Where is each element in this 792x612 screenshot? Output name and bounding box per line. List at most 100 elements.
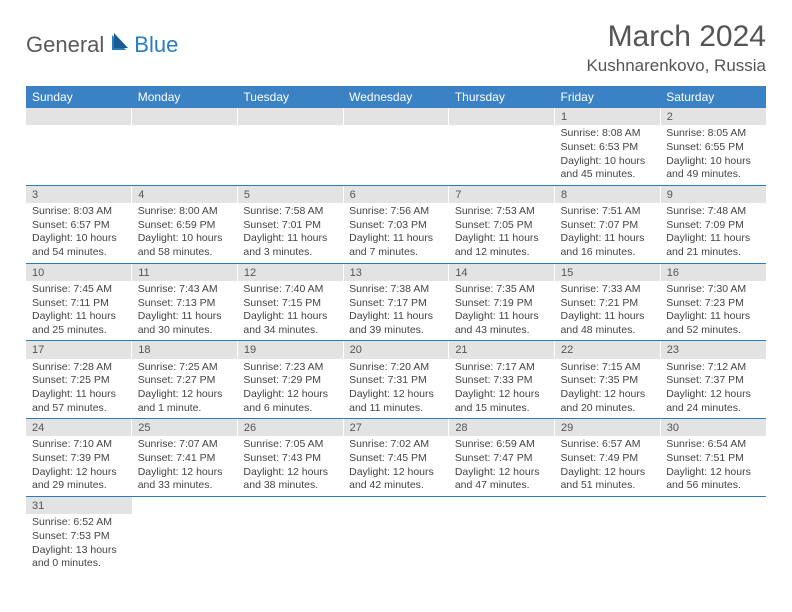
day-cell: Sunrise: 7:33 AMSunset: 7:21 PMDaylight:…	[555, 281, 661, 341]
day-number: 27	[343, 419, 449, 437]
sunset-text: Sunset: 7:05 PM	[455, 219, 549, 233]
sunrise-text: Sunrise: 8:03 AM	[32, 205, 126, 219]
sunset-text: Sunset: 7:09 PM	[666, 219, 760, 233]
sunset-text: Sunset: 7:45 PM	[349, 452, 443, 466]
day-number: 19	[237, 341, 343, 359]
day-number: 23	[660, 341, 766, 359]
sunset-text: Sunset: 6:57 PM	[32, 219, 126, 233]
daylight-text: Daylight: 12 hours and 6 minutes.	[243, 388, 337, 415]
day-cell: Sunrise: 7:05 AMSunset: 7:43 PMDaylight:…	[237, 436, 343, 496]
sunrise-text: Sunrise: 7:10 AM	[32, 438, 126, 452]
day-number	[237, 496, 343, 514]
day-cell: Sunrise: 7:12 AMSunset: 7:37 PMDaylight:…	[660, 359, 766, 419]
sunrise-text: Sunrise: 7:28 AM	[32, 361, 126, 375]
day-number-row: 3456789	[26, 185, 766, 203]
sunrise-text: Sunrise: 7:45 AM	[32, 283, 126, 297]
month-title: March 2024	[586, 20, 766, 54]
day-number-row: 17181920212223	[26, 341, 766, 359]
sunrise-text: Sunrise: 7:15 AM	[561, 361, 655, 375]
day-number: 7	[449, 185, 555, 203]
daylight-text: Daylight: 10 hours and 45 minutes.	[561, 155, 655, 182]
day-number: 30	[660, 419, 766, 437]
daylight-text: Daylight: 12 hours and 38 minutes.	[243, 466, 337, 493]
day-number-row: 24252627282930	[26, 419, 766, 437]
day-cell: Sunrise: 7:15 AMSunset: 7:35 PMDaylight:…	[555, 359, 661, 419]
daylight-text: Daylight: 12 hours and 1 minute.	[138, 388, 232, 415]
day-cell	[660, 514, 766, 574]
daylight-text: Daylight: 12 hours and 42 minutes.	[349, 466, 443, 493]
day-cell: Sunrise: 6:52 AMSunset: 7:53 PMDaylight:…	[26, 514, 132, 574]
day-number-row: 10111213141516	[26, 263, 766, 281]
day-number: 15	[555, 263, 661, 281]
day-number	[555, 496, 661, 514]
day-cell: Sunrise: 6:57 AMSunset: 7:49 PMDaylight:…	[555, 436, 661, 496]
day-number: 12	[237, 263, 343, 281]
sunset-text: Sunset: 7:41 PM	[138, 452, 232, 466]
calendar-page: General Blue March 2024 Kushnarenkovo, R…	[0, 0, 792, 594]
day-cell: Sunrise: 7:17 AMSunset: 7:33 PMDaylight:…	[449, 359, 555, 419]
sunrise-text: Sunrise: 7:58 AM	[243, 205, 337, 219]
daylight-text: Daylight: 11 hours and 25 minutes.	[32, 310, 126, 337]
daylight-text: Daylight: 11 hours and 30 minutes.	[138, 310, 232, 337]
title-block: March 2024 Kushnarenkovo, Russia	[586, 20, 766, 76]
day-body-row: Sunrise: 6:52 AMSunset: 7:53 PMDaylight:…	[26, 514, 766, 574]
sunset-text: Sunset: 7:13 PM	[138, 297, 232, 311]
sunrise-text: Sunrise: 7:56 AM	[349, 205, 443, 219]
weekday-header: Monday	[132, 86, 238, 108]
day-number	[449, 108, 555, 125]
day-number: 2	[660, 108, 766, 125]
weekday-header: Friday	[555, 86, 661, 108]
day-cell	[555, 514, 661, 574]
day-cell	[132, 125, 238, 185]
sunrise-text: Sunrise: 7:43 AM	[138, 283, 232, 297]
day-number	[26, 108, 132, 125]
sunset-text: Sunset: 7:27 PM	[138, 374, 232, 388]
day-number: 9	[660, 185, 766, 203]
day-number	[343, 496, 449, 514]
day-number: 26	[237, 419, 343, 437]
day-number: 28	[449, 419, 555, 437]
sunrise-text: Sunrise: 7:51 AM	[561, 205, 655, 219]
day-cell: Sunrise: 7:40 AMSunset: 7:15 PMDaylight:…	[237, 281, 343, 341]
sunrise-text: Sunrise: 7:07 AM	[138, 438, 232, 452]
day-body-row: Sunrise: 7:28 AMSunset: 7:25 PM Daylight:…	[26, 359, 766, 419]
day-body-row: Sunrise: 7:45 AMSunset: 7:11 PMDaylight:…	[26, 281, 766, 341]
sunset-text: Sunset: 7:01 PM	[243, 219, 337, 233]
sunrise-text: Sunrise: 7:23 AM	[243, 361, 337, 375]
daylight-text: Daylight: 11 hours and 7 minutes.	[349, 232, 443, 259]
day-cell: Sunrise: 7:25 AMSunset: 7:27 PMDaylight:…	[132, 359, 238, 419]
sunset-text: Sunset: 7:51 PM	[666, 452, 760, 466]
day-number: 25	[132, 419, 238, 437]
day-cell: Sunrise: 7:51 AMSunset: 7:07 PMDaylight:…	[555, 203, 661, 263]
daylight-text: Daylight: 11 hours and 21 minutes.	[666, 232, 760, 259]
daylight-text: Daylight: 12 hours and 11 minutes.	[349, 388, 443, 415]
sunrise-text: Sunrise: 7:53 AM	[455, 205, 549, 219]
day-number: 18	[132, 341, 238, 359]
day-cell: Sunrise: 8:03 AMSunset: 6:57 PMDaylight:…	[26, 203, 132, 263]
sunrise-text: Sunrise: 7:12 AM	[666, 361, 760, 375]
day-cell: Sunrise: 7:07 AMSunset: 7:41 PMDaylight:…	[132, 436, 238, 496]
day-number: 17	[26, 341, 132, 359]
sunset-text: Sunset: 7:23 PM	[666, 297, 760, 311]
sunrise-text: Sunrise: 8:05 AM	[666, 127, 760, 141]
day-cell	[237, 125, 343, 185]
calendar-table: Sunday Monday Tuesday Wednesday Thursday…	[26, 86, 766, 574]
day-number: 14	[449, 263, 555, 281]
sunset-text: Sunset: 7:29 PM	[243, 374, 337, 388]
sunset-text: Sunset: 6:55 PM	[666, 141, 760, 155]
sunrise-text: Sunrise: 7:33 AM	[561, 283, 655, 297]
weekday-header: Thursday	[449, 86, 555, 108]
sunrise-text: Sunrise: 6:54 AM	[666, 438, 760, 452]
sunset-text: Sunset: 7:25 PM	[32, 374, 126, 388]
day-body-row: Sunrise: 8:08 AMSunset: 6:53 PMDaylight:…	[26, 125, 766, 185]
sunrise-text: Sunrise: 6:52 AM	[32, 516, 126, 530]
weekday-header: Tuesday	[237, 86, 343, 108]
sunrise-text: Sunrise: 6:59 AM	[455, 438, 549, 452]
day-cell: Sunrise: 7:38 AMSunset: 7:17 PMDaylight:…	[343, 281, 449, 341]
day-number: 13	[343, 263, 449, 281]
sunrise-text: Sunrise: 7:20 AM	[349, 361, 443, 375]
daylight-text: Daylight: 12 hours and 24 minutes.	[666, 388, 760, 415]
weekday-header: Sunday	[26, 86, 132, 108]
daylight-text: Daylight: 12 hours and 15 minutes.	[455, 388, 549, 415]
daylight-text: Daylight: 11 hours and 16 minutes.	[561, 232, 655, 259]
